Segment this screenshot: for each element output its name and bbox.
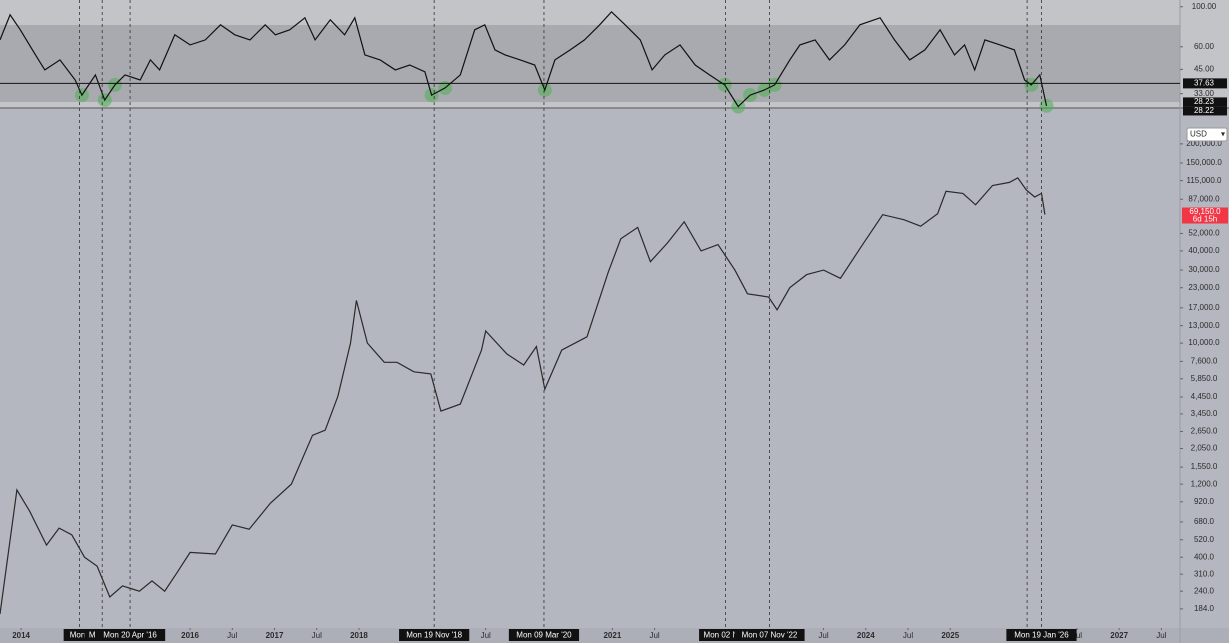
currency-label: USD xyxy=(1190,130,1207,139)
x-tick-label: 2014 xyxy=(12,631,30,640)
y-tick-label: 60.00 xyxy=(1194,42,1215,51)
marker-label-box xyxy=(734,629,805,641)
y-tick-label: 7,600.0 xyxy=(1191,356,1218,365)
y-tick-label: 23,000.0 xyxy=(1188,283,1220,292)
marker-label: Mon 02 May xyxy=(704,631,748,640)
last-price-box xyxy=(1182,207,1228,224)
y-tick-label: 30,000.0 xyxy=(1188,265,1220,274)
end-label: 28.22 xyxy=(1194,106,1215,115)
y-tick-label: 310.0 xyxy=(1194,569,1215,578)
y-tick-label: 115,000.0 xyxy=(1187,176,1223,185)
marker-label-box xyxy=(508,629,580,641)
marker-label: Mon 19 Jan '26 xyxy=(1014,631,1069,640)
y-tick-label: 1,550.0 xyxy=(1191,462,1218,471)
marker-label: Mon 07 Nov '22 xyxy=(742,631,798,640)
x-tick-label: Jul xyxy=(312,631,322,640)
y-tick-label: 1,200.0 xyxy=(1191,479,1218,488)
y-tick-label: 100.00 xyxy=(1192,2,1217,11)
end-label-box xyxy=(1183,106,1227,116)
y-tick-label: 45.00 xyxy=(1194,64,1215,73)
series-line xyxy=(0,10,1048,108)
marker-label-box xyxy=(1006,629,1077,641)
x-tick-label: 2027 xyxy=(1110,631,1128,640)
x-tick-label: 2021 xyxy=(603,631,621,640)
y-tick-label: 200,000.0 xyxy=(1186,139,1222,148)
y-tick-label: 2,650.0 xyxy=(1191,427,1218,436)
x-tick-label: Jul xyxy=(903,631,913,640)
marker-label-box xyxy=(399,629,470,641)
x-tick-label: Jul xyxy=(649,631,659,640)
x-tick-label: 2018 xyxy=(350,631,368,640)
marker-label: Mon 09 Mar '20 xyxy=(516,631,572,640)
y-tick-label: 4,450.0 xyxy=(1191,392,1218,401)
y-tick-label: 920.0 xyxy=(1194,497,1215,506)
marker-label: Mon ' xyxy=(70,631,90,640)
x-tick-label: 2024 xyxy=(857,631,875,640)
series-line xyxy=(0,177,1046,615)
currency-caret: ▾ xyxy=(1221,130,1225,139)
y-tick-label: 240.0 xyxy=(1194,586,1215,595)
marker-label: Mon 20 Apr '16 xyxy=(103,631,157,640)
y-tick-label: 2,050.0 xyxy=(1191,444,1218,453)
x-tick-label: 2017 xyxy=(266,631,284,640)
y-tick-label: 400.0 xyxy=(1194,552,1215,561)
y-tick-label: 13,000.0 xyxy=(1188,321,1220,330)
end-label: 28.23 xyxy=(1194,97,1215,106)
x-tick-label: Jul xyxy=(227,631,237,640)
x-tick-label: Jul xyxy=(1156,631,1166,640)
y-tick-label: 17,000.0 xyxy=(1188,303,1220,312)
marker-label-box xyxy=(94,629,166,641)
marker-label: Mon 19 Nov '18 xyxy=(406,631,462,640)
y-tick-label: 40,000.0 xyxy=(1188,246,1220,255)
x-tick-label: Jul xyxy=(481,631,491,640)
currency-select[interactable] xyxy=(1186,127,1228,142)
x-tick-label: 2016 xyxy=(181,631,199,640)
time-axis xyxy=(0,628,1229,643)
y-tick-label: 680.0 xyxy=(1194,517,1215,526)
y-tick-label: 520.0 xyxy=(1194,535,1215,544)
y-tick-label: 87,000.0 xyxy=(1188,194,1220,203)
last-price-countdown: 6d 15h xyxy=(1193,215,1217,224)
level-label-box xyxy=(1183,78,1227,89)
y-tick-label: 5,850.0 xyxy=(1191,374,1218,383)
x-tick-label: Jul xyxy=(818,631,828,640)
y-tick-label: 150,000.0 xyxy=(1186,158,1222,167)
last-price-label: 69,150.0 xyxy=(1189,207,1221,216)
level-label: 37.63 xyxy=(1194,78,1215,87)
y-tick-label: 33.00 xyxy=(1194,89,1215,98)
oversold-highlight xyxy=(1039,98,1054,113)
end-label-box xyxy=(1183,97,1227,107)
x-tick-label: 2025 xyxy=(941,631,959,640)
y-tick-label: 52,000.0 xyxy=(1188,229,1220,238)
y-tick-label: 184.0 xyxy=(1194,604,1215,613)
x-tick-label: Jul xyxy=(1072,631,1082,640)
rsi-band xyxy=(0,25,1180,102)
y-tick-label: 10,000.0 xyxy=(1188,338,1220,347)
y-tick-label: 3,450.0 xyxy=(1191,409,1218,418)
